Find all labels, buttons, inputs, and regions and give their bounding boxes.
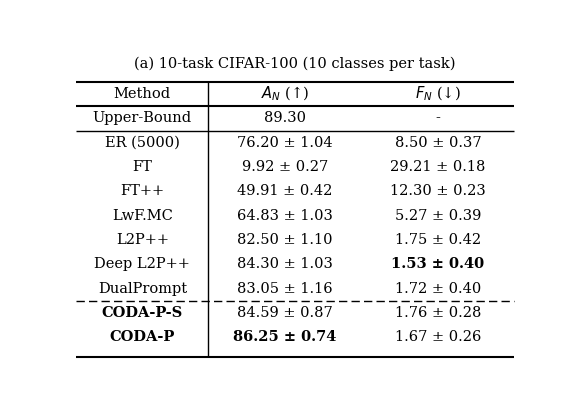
- Text: 1.76 ± 0.28: 1.76 ± 0.28: [395, 306, 481, 320]
- Text: DualPrompt: DualPrompt: [98, 282, 187, 296]
- Text: 1.67 ± 0.26: 1.67 ± 0.26: [395, 330, 481, 344]
- Text: Method: Method: [113, 87, 171, 101]
- Text: 64.83 ± 1.03: 64.83 ± 1.03: [237, 209, 333, 223]
- Text: 84.30 ± 1.03: 84.30 ± 1.03: [237, 257, 333, 271]
- Text: FT++: FT++: [120, 184, 164, 198]
- Text: -: -: [435, 111, 441, 125]
- Text: 76.20 ± 1.04: 76.20 ± 1.04: [237, 136, 333, 150]
- Text: 1.72 ± 0.40: 1.72 ± 0.40: [395, 282, 481, 296]
- Text: ER (5000): ER (5000): [105, 136, 180, 150]
- Text: 83.05 ± 1.16: 83.05 ± 1.16: [237, 282, 333, 296]
- Text: FT: FT: [132, 160, 152, 174]
- Text: LwF.MC: LwF.MC: [112, 209, 173, 223]
- Text: Upper-Bound: Upper-Bound: [93, 111, 192, 125]
- Text: 84.59 ± 0.87: 84.59 ± 0.87: [237, 306, 333, 320]
- Text: CODA-P-S: CODA-P-S: [102, 306, 183, 320]
- Text: 1.53 ± 0.40: 1.53 ± 0.40: [392, 257, 484, 271]
- Text: 1.75 ± 0.42: 1.75 ± 0.42: [395, 233, 481, 247]
- Text: 8.50 ± 0.37: 8.50 ± 0.37: [395, 136, 482, 150]
- Text: $A_N$ (↑): $A_N$ (↑): [261, 85, 309, 103]
- Text: (a) 10-task CIFAR-100 (10 classes per task): (a) 10-task CIFAR-100 (10 classes per ta…: [134, 57, 456, 71]
- Text: $F_N$ (↓): $F_N$ (↓): [415, 85, 461, 103]
- Text: 49.91 ± 0.42: 49.91 ± 0.42: [237, 184, 333, 198]
- Text: Deep L2P++: Deep L2P++: [94, 257, 190, 271]
- Text: 29.21 ± 0.18: 29.21 ± 0.18: [391, 160, 486, 174]
- Text: 89.30: 89.30: [264, 111, 306, 125]
- Text: 12.30 ± 0.23: 12.30 ± 0.23: [390, 184, 486, 198]
- Text: 9.92 ± 0.27: 9.92 ± 0.27: [242, 160, 328, 174]
- Text: L2P++: L2P++: [116, 233, 169, 247]
- Text: 82.50 ± 1.10: 82.50 ± 1.10: [237, 233, 333, 247]
- Text: 86.25 ± 0.74: 86.25 ± 0.74: [233, 330, 337, 344]
- Text: CODA-P: CODA-P: [109, 330, 175, 344]
- Text: 5.27 ± 0.39: 5.27 ± 0.39: [395, 209, 481, 223]
